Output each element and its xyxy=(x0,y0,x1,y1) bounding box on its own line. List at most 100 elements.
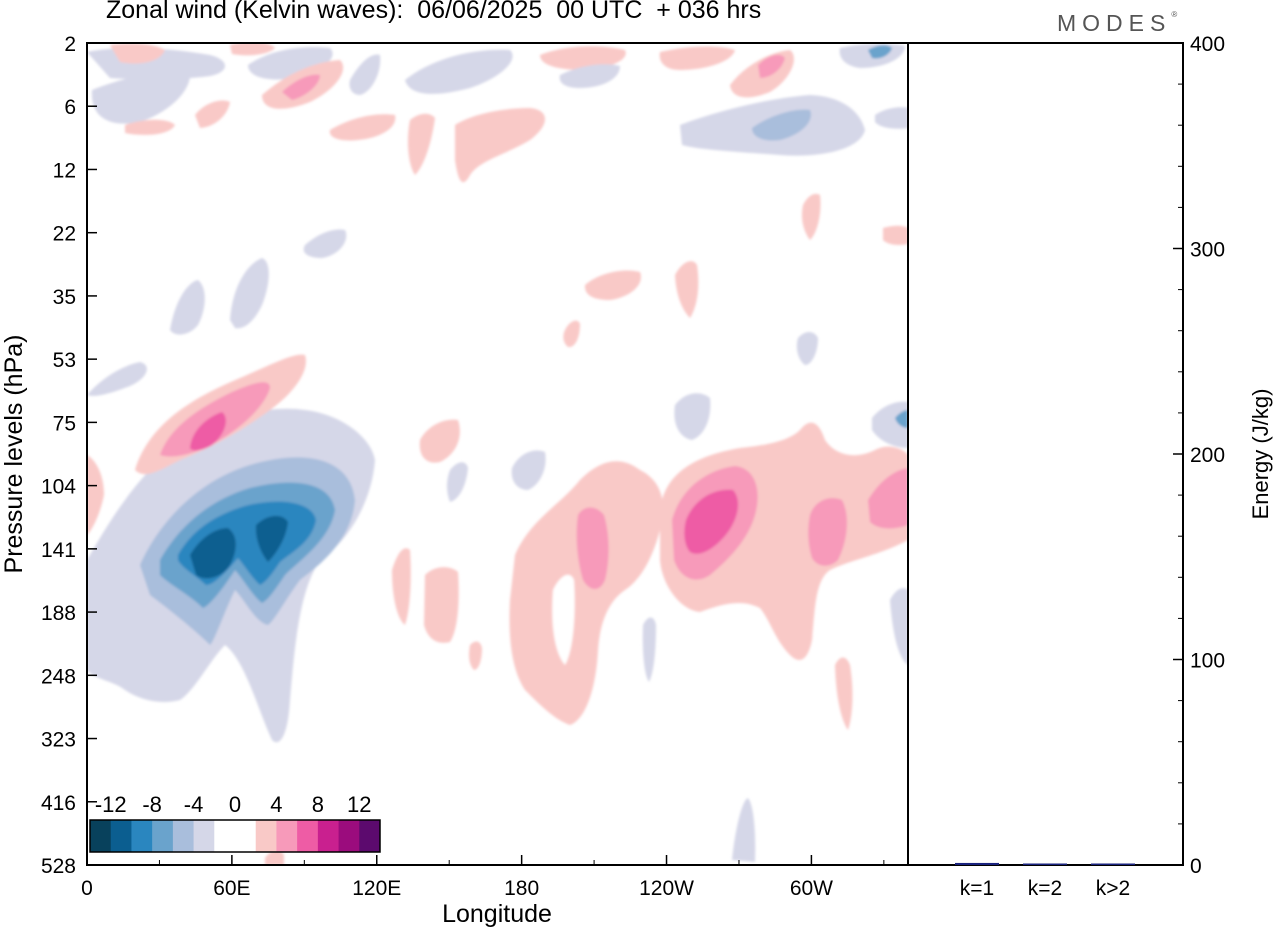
y-tick-label: 12 xyxy=(53,159,76,182)
colorbar-swatch xyxy=(193,820,215,852)
contour-region xyxy=(835,657,853,730)
colorbar-swatch xyxy=(297,820,319,852)
brand-mark: ® xyxy=(1171,10,1178,19)
y-tick-label: 141 xyxy=(41,539,76,562)
colorbar-label: -12 xyxy=(95,792,127,817)
colorbar-label: -4 xyxy=(184,792,204,817)
contour-region xyxy=(801,193,821,240)
wind-field xyxy=(87,43,908,865)
energy-bar xyxy=(955,862,999,865)
contour-region xyxy=(110,43,165,64)
energy-axis-label: Energy (J/kg) xyxy=(1248,389,1273,520)
y-tick-label: 323 xyxy=(41,729,76,752)
contour-region xyxy=(190,412,226,451)
contour-region xyxy=(584,270,641,300)
colorbar-swatch xyxy=(235,820,257,852)
colorbar-swatch xyxy=(110,820,132,852)
x-tick-label: 120E xyxy=(352,877,401,900)
contour-region xyxy=(674,393,711,440)
x-tick-label: 120W xyxy=(639,877,694,900)
y-axis-label: Pressure levels (hPa) xyxy=(0,335,28,574)
contour-region xyxy=(808,498,847,566)
x-tick-label: 0 xyxy=(81,877,93,900)
colorbar-swatch xyxy=(359,820,381,852)
colorbar-swatch xyxy=(317,820,340,852)
contour-region xyxy=(455,108,545,183)
contour-region xyxy=(170,280,205,335)
contour-region xyxy=(883,225,908,245)
brand-logo: MODES® xyxy=(1057,10,1177,37)
contour-region xyxy=(195,100,230,128)
colorbar-label: 0 xyxy=(229,792,241,817)
energy-category-label: k=2 xyxy=(1028,877,1062,900)
contour-region xyxy=(392,548,411,625)
contour-region xyxy=(563,320,580,348)
contour-region xyxy=(559,64,620,88)
contour-region xyxy=(890,588,908,665)
brand-name: MODES xyxy=(1057,10,1172,36)
colorbar-frame xyxy=(89,819,381,853)
y-tick-label: 188 xyxy=(41,602,76,625)
energy-category-label: k>2 xyxy=(1096,877,1130,900)
contour-region xyxy=(282,74,320,100)
energy-bar xyxy=(1091,863,1135,865)
chart-title: Zonal wind (Kelvin waves): 06/06/2025 00… xyxy=(106,0,762,24)
contour-region xyxy=(447,462,468,502)
contour-region xyxy=(230,43,275,56)
contour-region xyxy=(469,641,482,670)
y-tick-label: 416 xyxy=(41,792,76,815)
colorbar-label: 8 xyxy=(312,792,324,817)
contour-region xyxy=(424,567,459,643)
x-tick-label: 180 xyxy=(504,877,539,900)
contour-region xyxy=(190,528,236,579)
contour-region xyxy=(407,113,435,175)
energy-tick-label: 400 xyxy=(1190,33,1225,56)
colorbar-swatch xyxy=(276,820,298,852)
contour-region xyxy=(552,574,575,665)
contour-region xyxy=(758,54,785,78)
colorbar-swatch xyxy=(131,820,153,852)
contour-region xyxy=(265,850,284,865)
contour-region xyxy=(419,419,460,463)
energy-bar xyxy=(1023,863,1067,865)
contour-region xyxy=(796,332,818,365)
contour-region xyxy=(875,107,908,129)
contour-region xyxy=(125,119,175,135)
colorbar: -12 -8 -4 0 4 8 12 xyxy=(89,792,381,853)
y-tick-label: 53 xyxy=(53,349,76,372)
contour-region xyxy=(872,401,908,448)
y-tick-label: 22 xyxy=(53,223,76,246)
energy-frame xyxy=(907,42,1184,866)
contour-region xyxy=(684,489,739,554)
contour-region xyxy=(329,114,396,141)
contour-region xyxy=(642,617,656,682)
colorbar-swatch xyxy=(214,820,236,852)
y-tick-label: 104 xyxy=(41,476,76,499)
colorbar-label: 12 xyxy=(347,792,371,817)
contour-region xyxy=(255,515,288,562)
contour-region xyxy=(576,507,609,589)
contour-region xyxy=(509,461,664,725)
contour-region xyxy=(659,46,735,70)
contour-region xyxy=(91,70,191,124)
contour-region xyxy=(349,54,381,95)
x-axis: 0 60E 120E 180 120W 60W xyxy=(81,855,885,900)
contour-region xyxy=(895,410,908,428)
contour-region xyxy=(732,798,756,862)
energy-tick-label: 100 xyxy=(1190,650,1225,673)
contour-region xyxy=(868,468,908,529)
y-tick-label: 35 xyxy=(53,286,76,309)
y-tick-label: 2 xyxy=(64,33,76,56)
y-axis: 2 6 12 22 35 53 75 104 141 188 248 323 416 528 xyxy=(41,33,97,878)
colorbar-swatch xyxy=(255,820,277,852)
colorbar-swatch xyxy=(338,820,360,852)
contour-region xyxy=(511,450,546,490)
colorbar-label: -8 xyxy=(142,792,162,817)
contour-region xyxy=(405,49,513,94)
contour-region xyxy=(87,362,147,396)
contour-region xyxy=(675,261,699,318)
contour-region xyxy=(868,45,892,59)
contour-region xyxy=(752,109,811,141)
colorbar-swatch xyxy=(172,820,195,852)
